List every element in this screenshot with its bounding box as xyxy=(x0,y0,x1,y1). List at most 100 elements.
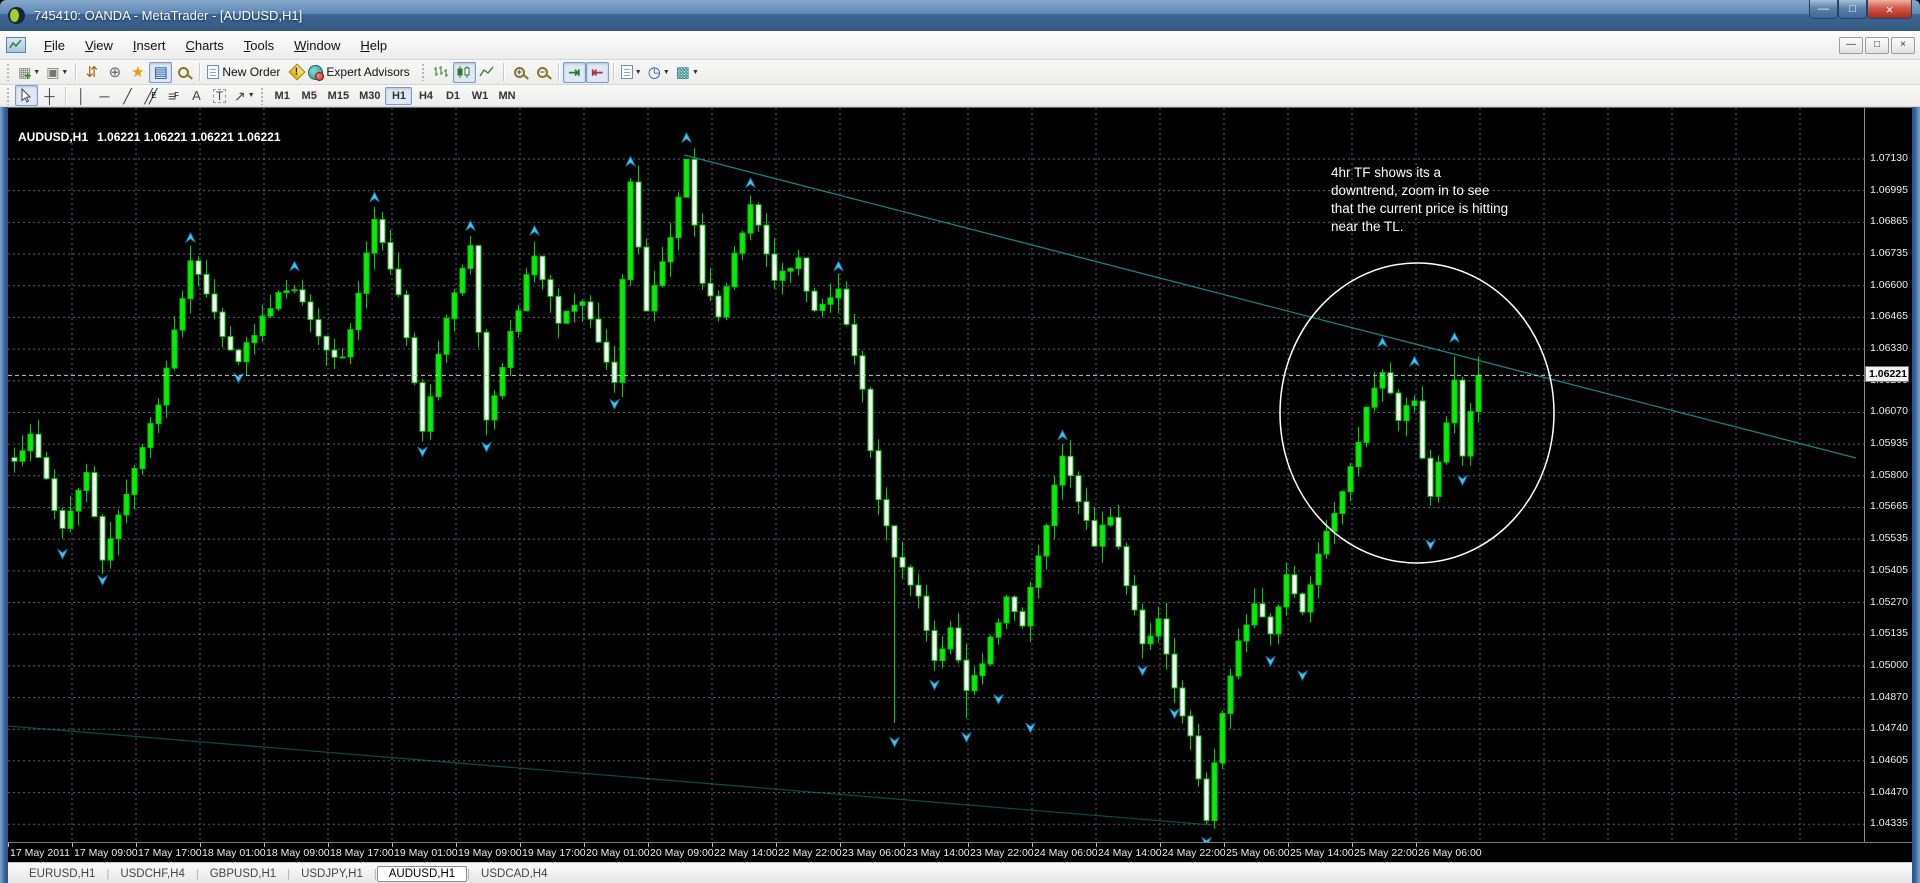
zoom-out-button[interactable]: − xyxy=(531,62,554,83)
profiles-icon: ▣ xyxy=(46,64,60,80)
timeframe-button-m1[interactable]: M1 xyxy=(269,87,296,105)
timeframe-button-h4[interactable]: H4 xyxy=(412,87,439,105)
trendline-tool-button[interactable]: ╱ xyxy=(116,85,139,106)
time-axis-tick xyxy=(264,843,265,847)
profiles-button[interactable]: ▣ ▼ xyxy=(43,62,71,83)
terminal-button[interactable]: ▤ xyxy=(149,61,173,83)
arrows-tool-button[interactable]: ↗ ▼ xyxy=(231,85,258,106)
time-axis-label: 18 May 01:00 xyxy=(202,847,266,859)
new-order-button[interactable]: + New Order xyxy=(204,62,289,83)
tab-separator: | xyxy=(195,868,199,880)
price-axis-label: 1.06865 xyxy=(1870,215,1908,228)
time-axis-label: 22 May 22:00 xyxy=(778,847,842,859)
menu-item-file[interactable]: File xyxy=(44,37,65,53)
mdi-window-controls: — □ × xyxy=(1839,36,1915,54)
mdi-restore-button[interactable]: □ xyxy=(1865,36,1889,54)
candlestick-type-button[interactable] xyxy=(452,61,476,83)
time-axis-label: 24 May 14:00 xyxy=(1098,847,1162,859)
strategy-tester-button[interactable] xyxy=(172,62,195,83)
maximize-button[interactable]: □ xyxy=(1838,0,1867,19)
vertical-line-tool-button[interactable]: │ xyxy=(70,85,93,106)
menu-item-view[interactable]: View xyxy=(84,37,113,53)
timeframe-button-m30[interactable]: M30 xyxy=(354,87,385,105)
minimize-button[interactable]: — xyxy=(1809,0,1838,19)
close-button[interactable]: × xyxy=(1867,0,1912,19)
text-label-icon: T xyxy=(212,88,227,103)
zoom-out-icon: − xyxy=(536,66,548,78)
chart-tab-usdchf-h4[interactable]: USDCHF,H4 xyxy=(120,868,185,880)
timeframe-button-m5[interactable]: M5 xyxy=(296,87,323,105)
price-axis-label: 1.06070 xyxy=(1870,405,1908,418)
cursor-icon xyxy=(21,88,32,103)
chart-plot-area[interactable]: AUDUSD,H1 1.06221 1.06221 1.06221 1.06221… xyxy=(8,107,1864,843)
chart-shift-button[interactable]: ⇤ xyxy=(585,61,609,83)
toolbar-grip[interactable] xyxy=(420,63,426,81)
toolbar-separator xyxy=(75,63,77,81)
time-axis-label: 19 May 17:00 xyxy=(522,847,586,859)
candlestick-chart[interactable] xyxy=(8,108,1864,843)
mdi-minimize-button[interactable]: — xyxy=(1839,36,1863,54)
time-axis-label: 26 May 06:00 xyxy=(1418,847,1482,859)
menu-item-insert[interactable]: Insert xyxy=(132,37,166,53)
time-axis-tick xyxy=(968,843,969,847)
channel-tool-button[interactable]: ╱╱ E xyxy=(139,85,162,106)
toolbar-grip[interactable] xyxy=(259,86,265,105)
timeframe-button-h1[interactable]: H1 xyxy=(385,87,413,105)
text-label-tool-button[interactable]: T xyxy=(208,85,231,106)
chart-tab-usdjpy-h1[interactable]: USDJPY,H1 xyxy=(301,868,363,880)
chart-tab-audusd-h1[interactable]: AUDUSD,H1 xyxy=(376,866,468,882)
price-axis-label: 1.05405 xyxy=(1870,563,1908,576)
data-window-button[interactable]: ⊕ xyxy=(103,62,126,83)
time-axis-tick xyxy=(456,843,457,847)
menu-items: File View Insert Charts Tools Window Help xyxy=(34,34,397,57)
text-icon: A xyxy=(192,88,201,103)
text-tool-button[interactable]: A xyxy=(185,85,208,106)
mdi-close-button[interactable]: × xyxy=(1891,36,1915,54)
alert-icon[interactable]: ! xyxy=(288,63,306,81)
time-axis-tick xyxy=(520,843,521,847)
chart-tab-gbpusd-h1[interactable]: GBPUSD,H1 xyxy=(209,868,277,880)
templates-button[interactable]: ▩ ▼ xyxy=(673,62,702,83)
chart-tab-usdcad-h4[interactable]: USDCAD,H4 xyxy=(481,868,548,880)
candlestick-icon xyxy=(457,66,470,78)
timeframe-button-d1[interactable]: D1 xyxy=(439,87,466,105)
menu-item-help[interactable]: Help xyxy=(360,37,388,53)
price-axis[interactable]: 1.07130 1.06995 1.06865 1.06735 1.06600 1.064… xyxy=(1864,107,1912,842)
fibonacci-tool-button[interactable]: ≡ F xyxy=(162,85,185,106)
bar-chart-type-button[interactable] xyxy=(430,62,453,83)
indicators-button[interactable]: +▼ xyxy=(618,62,645,83)
time-axis-tick xyxy=(648,843,649,847)
crosshair-tool-button[interactable]: ┼ xyxy=(38,85,61,106)
new-chart-button[interactable]: ▦ + ▼ xyxy=(15,62,43,83)
time-axis-label: 19 May 01:00 xyxy=(394,847,458,859)
periods-button[interactable]: ◷ ▼ xyxy=(645,62,673,83)
timeframe-button-m15[interactable]: M15 xyxy=(323,87,354,105)
expert-advisors-button[interactable]: Expert Advisors xyxy=(305,62,418,83)
price-axis-label: 1.06465 xyxy=(1870,310,1908,323)
auto-scroll-button[interactable]: ⇥ xyxy=(562,61,586,83)
chart-tab-eurusd-h1[interactable]: EURUSD,H1 xyxy=(29,868,96,880)
title-bar[interactable]: 745410: OANDA - MetaTrader - [AUDUSD,H1]… xyxy=(0,0,1920,31)
navigator-button[interactable]: ★ xyxy=(126,62,149,83)
horizontal-line-icon: ─ xyxy=(99,87,110,104)
menu-item-window[interactable]: Window xyxy=(294,37,341,53)
menu-item-charts[interactable]: Charts xyxy=(185,37,224,53)
market-watch-button[interactable]: ⇵ xyxy=(80,62,103,83)
time-axis-tick xyxy=(8,843,9,847)
market-watch-icon: ⇵ xyxy=(85,63,99,81)
timeframe-button-mn[interactable]: MN xyxy=(493,87,520,105)
cursor-tool-button[interactable] xyxy=(15,85,38,106)
zoom-in-button[interactable]: + xyxy=(508,62,531,83)
timeframe-button-w1[interactable]: W1 xyxy=(466,87,493,105)
toolbar-separator xyxy=(557,63,559,81)
tab-separator: | xyxy=(467,868,471,880)
toolbar-grip[interactable] xyxy=(6,63,11,81)
line-chart-type-button[interactable] xyxy=(476,62,499,83)
menu-item-tools[interactable]: Tools xyxy=(243,37,275,53)
toolbar-grip[interactable] xyxy=(6,86,11,105)
price-axis-label: 1.05000 xyxy=(1870,658,1908,671)
time-axis[interactable]: 17 May 2011 17 May 09:00 17 May 17:00 18 Ma… xyxy=(8,842,1912,862)
horizontal-line-tool-button[interactable]: ─ xyxy=(93,85,116,106)
new-chart-icon: ▦ xyxy=(18,64,32,80)
time-axis-label: 22 May 14:00 xyxy=(714,847,778,859)
